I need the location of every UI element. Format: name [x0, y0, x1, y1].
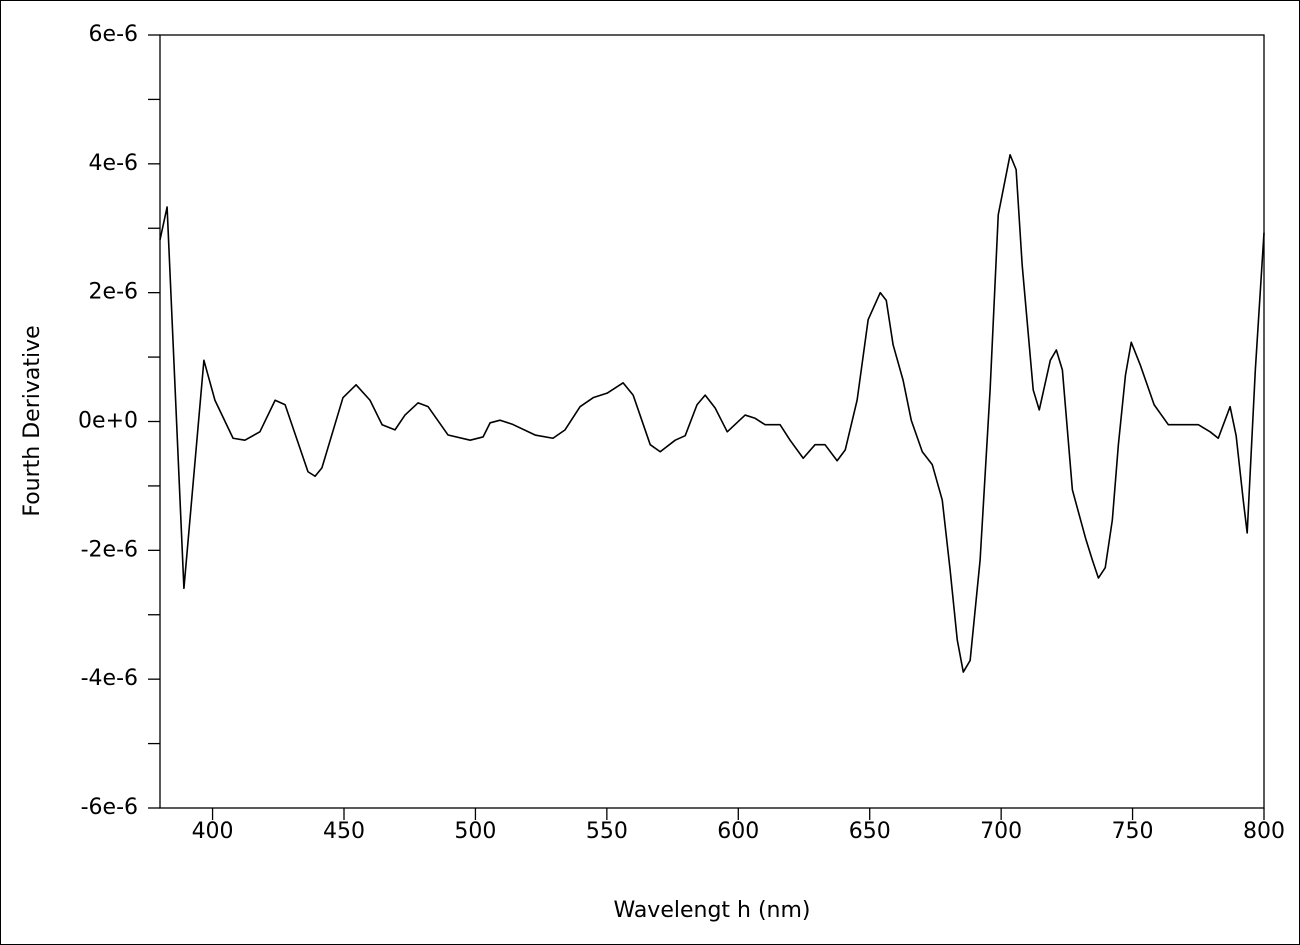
x-tick-label: 700	[980, 819, 1022, 844]
plot-area	[159, 34, 1265, 809]
x-axis-label: Wavelengt h (nm)	[613, 898, 810, 923]
y-axis-label: Fourth Derivative	[20, 325, 45, 516]
y-tick-label: 2e-6	[89, 280, 138, 305]
y-tick-label: -6e-6	[81, 795, 138, 820]
y-tick-label: -4e-6	[81, 666, 138, 691]
x-tick-label: 550	[586, 819, 628, 844]
y-tick-label: -2e-6	[81, 537, 138, 562]
x-tick-label: 650	[849, 819, 891, 844]
data-line	[159, 154, 1265, 673]
x-tick-label: 600	[717, 819, 759, 844]
x-tick-label: 400	[192, 819, 234, 844]
x-tick-label: 800	[1243, 819, 1285, 844]
x-tick-label: 450	[323, 819, 365, 844]
y-tick-label: 6e-6	[89, 22, 138, 47]
y-tick-label: 0e+0	[78, 409, 138, 434]
x-tick-label: 500	[454, 819, 496, 844]
y-tick-label: 4e-6	[89, 151, 138, 176]
x-tick-label: 750	[1112, 819, 1154, 844]
